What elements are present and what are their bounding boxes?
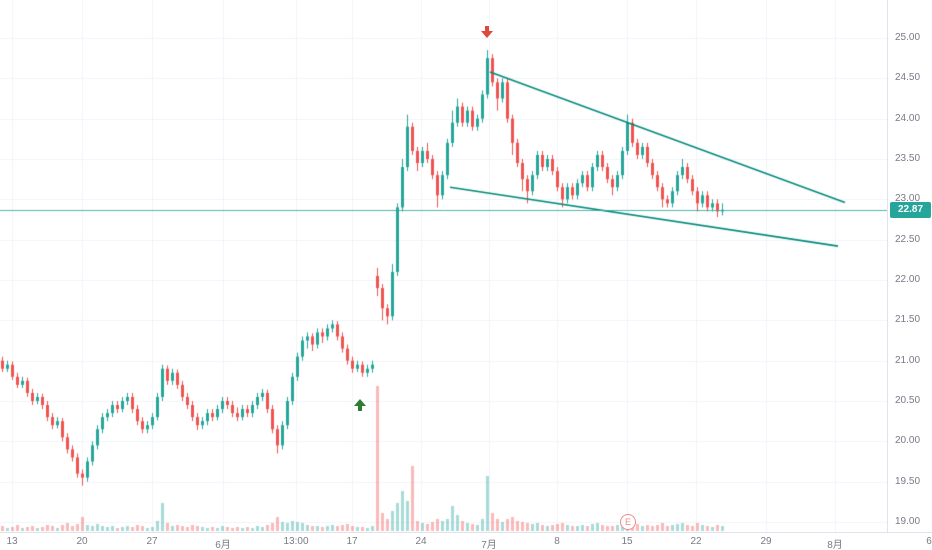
price-axis-label: 22.50 — [895, 233, 921, 245]
time-axis-label: 6月 — [215, 540, 231, 550]
chart-canvas[interactable] — [0, 0, 887, 532]
price-axis-label: 23.50 — [895, 153, 921, 164]
time-axis-label: 6 — [926, 536, 932, 547]
price-axis-label: 21.50 — [895, 314, 921, 326]
price-axis-label: 25.00 — [895, 32, 921, 43]
time-axis-label: 8 — [554, 536, 560, 547]
buy-arrow-marker[interactable] — [354, 399, 366, 411]
price-axis-label: 19.00 — [895, 516, 921, 527]
time-axis-label: 8月 — [827, 540, 843, 550]
time-axis-label: 13 — [6, 536, 18, 547]
time-axis-label: 29 — [760, 536, 772, 547]
time-axis-label: 27 — [146, 536, 158, 547]
price-axis-label: 24.50 — [895, 72, 921, 84]
price-axis-label: 19.50 — [895, 475, 921, 487]
time-axis-label: 13:00 — [283, 536, 309, 547]
price-axis-label: 22.00 — [895, 274, 921, 285]
sell-arrow-marker[interactable] — [481, 26, 493, 38]
price-axis-label: 24.00 — [895, 112, 921, 124]
price-axis-label: 23.00 — [895, 193, 921, 205]
time-axis-label: 20 — [76, 536, 88, 547]
time-axis-label: 24 — [415, 536, 427, 547]
price-axis-label: 20.50 — [895, 395, 921, 406]
time-axis-label: 7月 — [481, 540, 497, 550]
last-price-badge: 22.87 — [890, 201, 931, 218]
time-axis-label: 17 — [346, 536, 358, 547]
time-axis-label: 15 — [621, 536, 633, 547]
time-axis[interactable]: 13 20 27 6月 13:00 17 24 7月 8 15 22 29 8月 6 — [0, 532, 932, 550]
time-axis-label: 22 — [690, 536, 702, 547]
chart-overlay: E — [354, 26, 636, 530]
price-axis-label: 21.00 — [895, 354, 921, 366]
price-axis-label: 20.00 — [895, 435, 921, 447]
earnings-marker[interactable]: E — [620, 514, 636, 530]
price-axis[interactable]: 22.87 25.00 24.50 24.00 23.50 23.00 22.50 22.0… — [887, 0, 932, 532]
